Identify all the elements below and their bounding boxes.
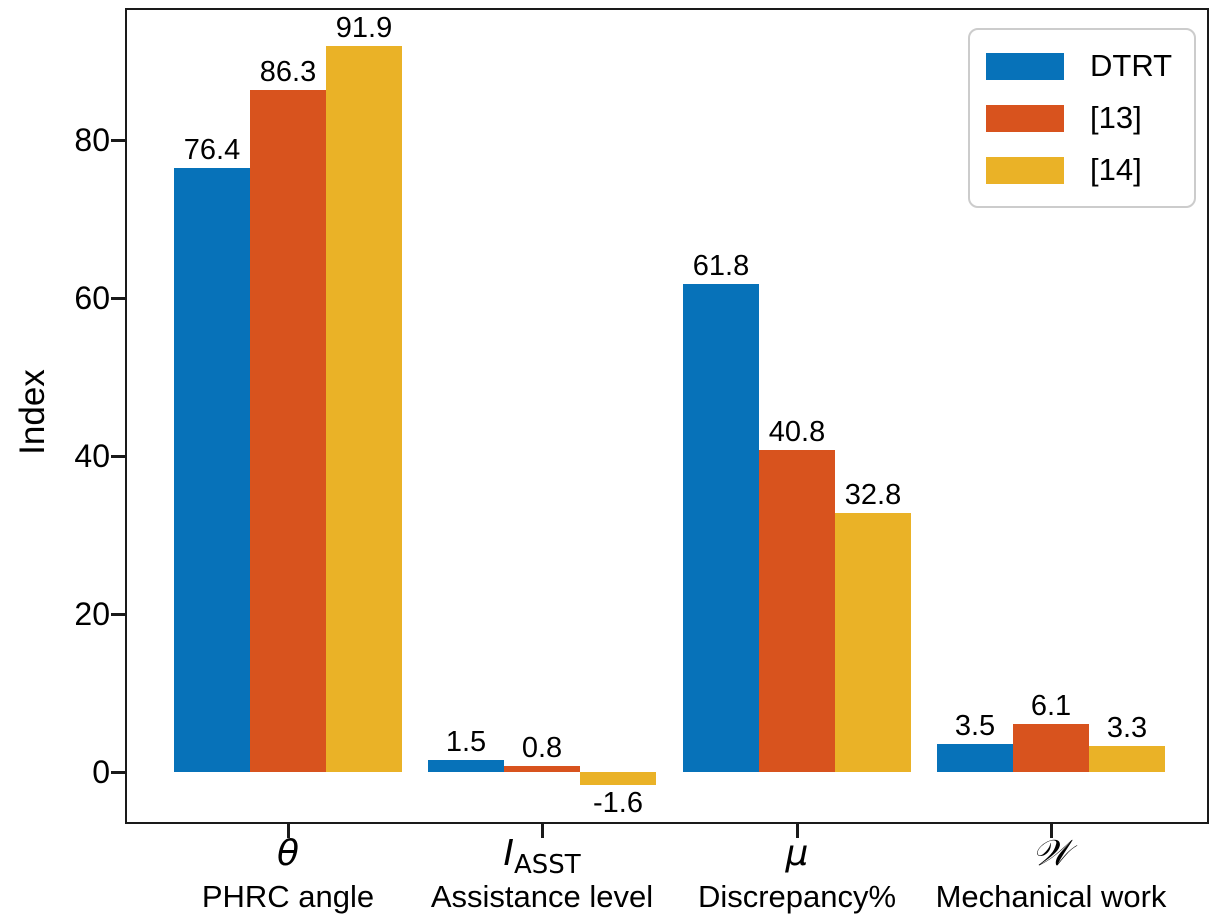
legend-item: [13] [986, 102, 1178, 134]
x-tick-mark [795, 824, 799, 838]
bar-value-label: 40.8 [768, 415, 826, 448]
legend-label: [13] [1090, 100, 1142, 135]
x-tick-mark [286, 824, 290, 838]
bar-value-label: 3.5 [954, 710, 996, 743]
x-category-symbol: IASST [503, 833, 581, 881]
bar-[13]-1 [504, 765, 580, 772]
legend-swatch-DTRT [986, 52, 1064, 80]
y-tick-mark [111, 612, 125, 616]
x-category-symbol: 𝒲 [1032, 833, 1070, 874]
x-category-symbol: θ [276, 833, 300, 874]
x-tick-mark [1049, 824, 1053, 838]
bar-[14]-3 [1089, 745, 1165, 772]
legend-item: [14] [986, 154, 1178, 186]
x-category-label: Discrepancy% [697, 879, 897, 914]
bar-value-label: 0.8 [521, 731, 563, 764]
bar-[14]-1 [580, 772, 656, 785]
bar-[13]-3 [1013, 723, 1089, 772]
legend-swatch-[13] [986, 104, 1064, 132]
bar-[13]-2 [759, 449, 835, 772]
bar-[14]-0 [326, 45, 402, 772]
x-tick-mark [540, 824, 544, 838]
y-tick-mark [111, 454, 125, 458]
y-tick-mark [111, 770, 125, 774]
y-tick-label: 20 [74, 596, 110, 632]
legend-item: DTRT [986, 50, 1178, 82]
bar-value-label: 61.8 [692, 249, 750, 282]
bar-value-label: -1.6 [593, 786, 643, 819]
bar-value-label: 1.5 [445, 726, 487, 759]
legend-swatch-[14] [986, 156, 1064, 184]
x-category-label: PHRC angle [201, 879, 375, 914]
bar-value-label: 6.1 [1030, 689, 1072, 722]
legend-label: DTRT [1090, 48, 1173, 83]
bar-DTRT-1 [428, 760, 504, 772]
bar-value-label: 76.4 [183, 134, 241, 167]
x-category-label: Mechanical work [935, 879, 1167, 914]
x-category-label: Assistance level [430, 879, 654, 914]
y-tick-mark [111, 138, 125, 142]
bar-DTRT-3 [937, 744, 1013, 772]
bar-value-label: 3.3 [1106, 711, 1148, 744]
y-tick-mark [111, 296, 125, 300]
y-tick-label: 40 [74, 438, 110, 474]
bar-DTRT-0 [174, 168, 250, 772]
legend: DTRT [13] [14] [968, 28, 1196, 208]
y-tick-label: 0 [92, 754, 110, 790]
bar-value-label: 32.8 [844, 478, 902, 511]
bar-[14]-2 [835, 512, 911, 772]
y-tick-label: 80 [74, 122, 110, 158]
bar-DTRT-2 [683, 283, 759, 772]
bar-value-label: 91.9 [335, 11, 393, 44]
y-tick-label: 60 [74, 280, 110, 316]
x-category-symbol: μ [785, 833, 809, 874]
legend-label: [14] [1090, 152, 1142, 187]
bar-value-label: 86.3 [259, 56, 317, 89]
bar-[13]-0 [250, 90, 326, 772]
